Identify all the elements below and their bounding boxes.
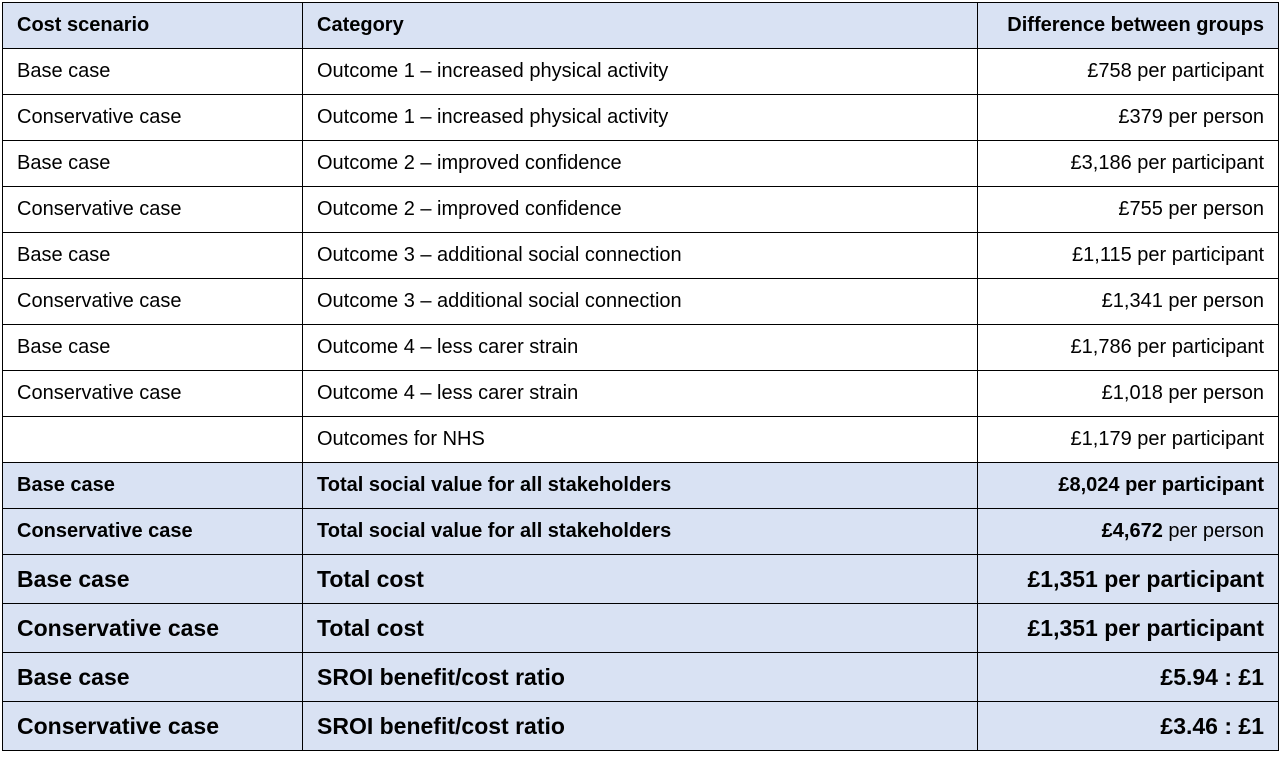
cell-value: £8,024 per participant: [977, 462, 1279, 509]
cell-scenario: Conservative case: [2, 370, 303, 417]
cell-value: £379 per person: [977, 94, 1279, 141]
table-row: Base case Outcome 3 – additional social …: [2, 232, 1279, 279]
cell-value: £1,341 per person: [977, 278, 1279, 325]
total-row: Conservative case Total cost £1,351 per …: [2, 603, 1279, 653]
cell-scenario: Conservative case: [2, 186, 303, 233]
cell-scenario: Base case: [2, 554, 303, 604]
cell-scenario: Conservative case: [2, 603, 303, 653]
table-row: Conservative case Outcome 4 – less carer…: [2, 370, 1279, 417]
cell-category: Outcome 2 – improved confidence: [302, 186, 978, 233]
cell-value: £1,351 per participant: [977, 554, 1279, 604]
table-row: Base case Outcome 2 – improved confidenc…: [2, 140, 1279, 187]
cell-category: Total cost: [302, 603, 978, 653]
cell-scenario: Conservative case: [2, 508, 303, 555]
cell-scenario: Conservative case: [2, 701, 303, 751]
cell-value: £4,672 per person: [977, 508, 1279, 555]
cell-scenario: [2, 416, 303, 463]
cell-value: £758 per participant: [977, 48, 1279, 95]
table-row: Outcomes for NHS £1,179 per participant: [2, 416, 1279, 463]
header-difference: Difference between groups: [977, 2, 1279, 49]
total-row: Conservative case SROI benefit/cost rati…: [2, 701, 1279, 751]
cell-scenario: Base case: [2, 232, 303, 279]
table-header-row: Cost scenario Category Difference betwee…: [2, 2, 1279, 49]
total-row: Conservative case Total social value for…: [2, 508, 1279, 555]
cell-category: Total cost: [302, 554, 978, 604]
cell-scenario: Conservative case: [2, 278, 303, 325]
table-row: Base case Outcome 4 – less carer strain …: [2, 324, 1279, 371]
cell-value: £1,179 per participant: [977, 416, 1279, 463]
table-row: Conservative case Outcome 3 – additional…: [2, 278, 1279, 325]
cell-scenario: Conservative case: [2, 94, 303, 141]
cell-scenario: Base case: [2, 462, 303, 509]
cell-scenario: Base case: [2, 324, 303, 371]
header-category: Category: [302, 2, 978, 49]
cell-category: Total social value for all stakeholders: [302, 508, 978, 555]
cell-category: Outcome 4 – less carer strain: [302, 324, 978, 371]
total-row: Base case Total social value for all sta…: [2, 462, 1279, 509]
cell-value: £1,115 per participant: [977, 232, 1279, 279]
cell-scenario: Base case: [2, 652, 303, 702]
cell-value: £3.46 : £1: [977, 701, 1279, 751]
cell-category: Outcome 1 – increased physical activity: [302, 94, 978, 141]
header-cost-scenario: Cost scenario: [2, 2, 303, 49]
cell-scenario: Base case: [2, 140, 303, 187]
cell-category: Outcome 3 – additional social connection: [302, 278, 978, 325]
cell-category: Outcome 4 – less carer strain: [302, 370, 978, 417]
cell-value-amount: £4,672: [1101, 520, 1163, 542]
cell-category: Outcome 1 – increased physical activity: [302, 48, 978, 95]
cell-category: Outcomes for NHS: [302, 416, 978, 463]
total-row: Base case SROI benefit/cost ratio £5.94 …: [2, 652, 1279, 702]
cell-value-unit: per person: [1162, 520, 1264, 542]
cell-value: £5.94 : £1: [977, 652, 1279, 702]
table-row: Conservative case Outcome 1 – increased …: [2, 94, 1279, 141]
cell-category: SROI benefit/cost ratio: [302, 701, 978, 751]
cell-value: £1,351 per participant: [977, 603, 1279, 653]
cell-value: £3,186 per participant: [977, 140, 1279, 187]
cell-category: SROI benefit/cost ratio: [302, 652, 978, 702]
cell-scenario: Base case: [2, 48, 303, 95]
total-row: Base case Total cost £1,351 per particip…: [2, 554, 1279, 604]
cell-category: Outcome 2 – improved confidence: [302, 140, 978, 187]
table-row: Base case Outcome 1 – increased physical…: [2, 48, 1279, 95]
table-row: Conservative case Outcome 2 – improved c…: [2, 186, 1279, 233]
cell-value: £1,018 per person: [977, 370, 1279, 417]
cell-value: £755 per person: [977, 186, 1279, 233]
cell-category: Outcome 3 – additional social connection: [302, 232, 978, 279]
cell-category: Total social value for all stakeholders: [302, 462, 978, 509]
cell-value: £1,786 per participant: [977, 324, 1279, 371]
